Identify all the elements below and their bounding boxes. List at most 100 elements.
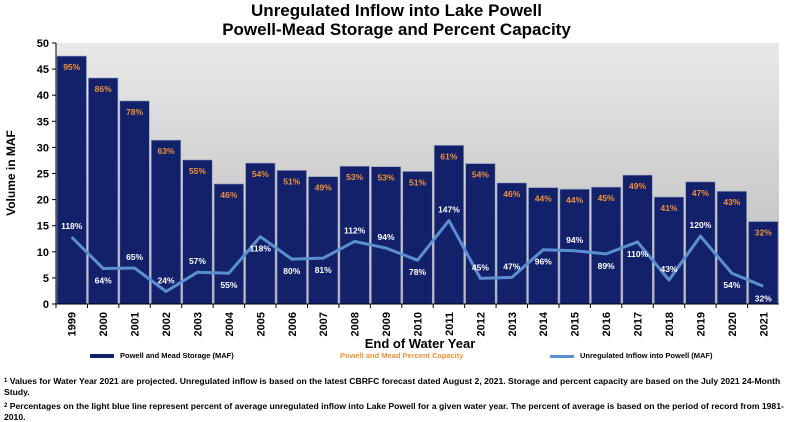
- line-label-2019: 120%: [690, 220, 712, 230]
- line-label-2002: 24%: [158, 275, 175, 285]
- y-tick-label: 5: [43, 273, 49, 285]
- bar-label-2007: 49%: [315, 183, 332, 193]
- x-tick-label-2021: 2021: [758, 312, 770, 336]
- y-tick-label: 45: [37, 64, 49, 76]
- bar-1999: [56, 55, 87, 305]
- chart-plot: 0 5 10 15 20 25 30 35 40 45 50 95% 86% 78% 63% 55% 46% 5…: [4, 38, 779, 350]
- y-tick-label: 10: [37, 247, 49, 259]
- bar-label-2016: 45%: [598, 193, 615, 203]
- x-tick-label-2001: 2001: [130, 312, 142, 336]
- x-tick-label-2015: 2015: [570, 312, 582, 336]
- line-series: 118% 64% 65% 24% 57% 55% 118% 80% 81% 112% 94% 78% 1…: [61, 204, 772, 303]
- bar-2018: [653, 196, 685, 305]
- bar-label-2019: 47%: [692, 188, 709, 198]
- legend-swatch-storage: [90, 354, 114, 359]
- bar-label-2006: 51%: [283, 176, 300, 186]
- line-label-2004: 55%: [220, 280, 237, 290]
- bar-label-2014: 44%: [535, 194, 552, 204]
- legend-item-storage: Powell and Mead Storage (MAF): [90, 351, 234, 360]
- x-tick-label-2020: 2020: [727, 312, 739, 336]
- legend-swatch-inflow: [550, 354, 574, 358]
- line-label-2008: 112%: [344, 225, 366, 235]
- bar-2017: [622, 174, 653, 305]
- bar-label-2003: 55%: [189, 166, 206, 176]
- legend-label-percent: Powell and Mead Percent Capacity: [340, 351, 464, 360]
- line-label-2005: 118%: [250, 244, 272, 254]
- y-tick-label: 25: [37, 169, 49, 181]
- bar-label-2005: 54%: [252, 169, 269, 179]
- y-axis: 0 5 10 15 20 25 30 35 40 45 50: [37, 38, 57, 311]
- x-tick-label-2013: 2013: [507, 312, 519, 336]
- line-label-2001: 65%: [126, 252, 143, 262]
- x-tick-label-2006: 2006: [287, 312, 299, 336]
- bar-2011: [433, 145, 465, 305]
- bar-2003: [182, 159, 213, 305]
- x-tick-label-2012: 2012: [475, 312, 487, 336]
- line-label-2010: 78%: [409, 267, 426, 277]
- line-label-1999: 118%: [61, 221, 83, 231]
- x-tick-label-2004: 2004: [224, 311, 236, 336]
- bar-label-2020: 43%: [723, 197, 740, 207]
- bar-2015: [559, 188, 590, 305]
- bar-label-2017: 49%: [629, 181, 646, 191]
- x-axis-label: End of Water Year: [365, 336, 476, 350]
- x-tick-label-2002: 2002: [161, 312, 173, 336]
- line-label-2017: 110%: [627, 249, 649, 259]
- bar-label-2013: 46%: [503, 189, 520, 199]
- bar-label-1999: 95%: [63, 62, 80, 72]
- x-tick-label-1999: 1999: [67, 312, 79, 336]
- bar-label-2004: 46%: [220, 190, 237, 200]
- line-label-2013: 47%: [503, 261, 520, 271]
- legend-item-percent: Powell and Mead Percent Capacity: [340, 351, 463, 360]
- bar-label-2012: 54%: [472, 170, 489, 180]
- footnote-2: 2 Percentages on the light blue line rep…: [4, 401, 790, 422]
- bar-label-2001: 78%: [126, 107, 143, 117]
- bar-2008: [339, 165, 370, 305]
- x-tick-label-2019: 2019: [695, 312, 707, 336]
- bar-label-2010: 51%: [409, 177, 426, 187]
- y-axis-label: Volume in MAF: [4, 130, 18, 216]
- bar-2005: [245, 162, 276, 305]
- y-tick-label: 20: [37, 195, 49, 207]
- bar-label-2021: 32%: [755, 228, 772, 238]
- bar-label-2015: 44%: [566, 195, 583, 205]
- footnote-1-text: Values for Water Year 2021 are projected…: [4, 376, 781, 397]
- line-label-2021: 32%: [755, 293, 772, 303]
- bar-2007: [308, 176, 339, 305]
- bar-2006: [276, 170, 307, 305]
- line-label-2012: 45%: [472, 262, 489, 272]
- y-tick-label: 30: [37, 142, 49, 154]
- bar-label-2011: 61%: [440, 151, 457, 161]
- line-label-2003: 57%: [189, 256, 206, 266]
- bar-2001: [119, 100, 150, 305]
- bar-label-2009: 53%: [378, 173, 395, 183]
- line-label-2014: 96%: [535, 257, 552, 267]
- bar-2021: [748, 221, 779, 305]
- x-tick-label-2011: 2011: [444, 312, 456, 336]
- x-tick-label-2009: 2009: [381, 312, 393, 336]
- y-tick-label: 35: [37, 116, 49, 128]
- line-label-2000: 64%: [95, 276, 112, 286]
- x-tick-label-2017: 2017: [633, 312, 645, 336]
- x-tick-label-2010: 2010: [413, 312, 425, 336]
- x-tick-label-2014: 2014: [538, 311, 550, 336]
- bar-label-2002: 63%: [158, 146, 175, 156]
- x-tick-label-2016: 2016: [601, 312, 613, 336]
- bar-2010: [402, 171, 433, 305]
- footnote-1: 1 Values for Water Year 2021 are project…: [4, 376, 790, 397]
- x-tick-label-2000: 2000: [98, 312, 110, 336]
- line-label-2015: 94%: [566, 235, 583, 245]
- x-tick-label-2008: 2008: [350, 312, 362, 336]
- bar-label-2008: 53%: [346, 172, 363, 182]
- bar-2013: [496, 182, 527, 305]
- bar-2000: [88, 77, 119, 305]
- line-label-2011: 147%: [438, 204, 460, 214]
- footnote-1-marker: 1: [4, 378, 8, 384]
- y-tick-label: 40: [37, 90, 49, 102]
- inflow-line: [70, 219, 764, 293]
- line-label-2018: 43%: [660, 264, 677, 274]
- bar-label-2000: 86%: [95, 84, 112, 94]
- x-tick-label-2005: 2005: [255, 312, 267, 336]
- footnote-2-marker: 2: [4, 403, 8, 409]
- bar-2019: [685, 181, 716, 305]
